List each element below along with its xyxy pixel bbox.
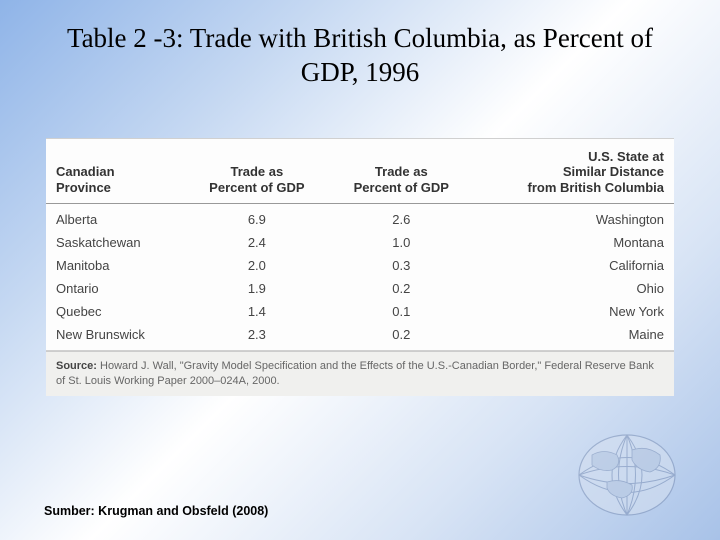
table-cell: Saskatchewan [46,231,185,254]
table-cell: Maine [474,323,674,350]
col-header-usstate: U.S. State atSimilar Distancefrom Britis… [474,139,674,204]
col-header-trade-2: Trade asPercent of GDP [329,139,473,204]
table-cell: Montana [474,231,674,254]
table-cell: 6.9 [185,204,329,232]
slide-title: Table 2 -3: Trade with British Columbia,… [0,0,720,100]
table-cell: Alberta [46,204,185,232]
table-cell: 0.3 [329,254,473,277]
source-text: Howard J. Wall, "Gravity Model Specifica… [56,360,654,387]
table-cell: Quebec [46,300,185,323]
col-header-province: CanadianProvince [46,139,185,204]
table-row: Manitoba2.00.3California [46,254,674,277]
table-header-row: CanadianProvince Trade asPercent of GDP … [46,139,674,204]
data-table-container: CanadianProvince Trade asPercent of GDP … [46,138,674,352]
table-cell: Ohio [474,277,674,300]
table-row: New Brunswick2.30.2Maine [46,323,674,350]
table-cell: Washington [474,204,674,232]
table-row: Saskatchewan2.41.0Montana [46,231,674,254]
table-cell: 2.3 [185,323,329,350]
globe-icon [562,420,682,520]
table-body: Alberta6.92.6WashingtonSaskatchewan2.41.… [46,204,674,351]
table-cell: 2.6 [329,204,473,232]
table-cell: New York [474,300,674,323]
col-header-trade-1: Trade asPercent of GDP [185,139,329,204]
table-cell: 1.9 [185,277,329,300]
table-cell: 1.4 [185,300,329,323]
table-cell: 2.0 [185,254,329,277]
table-cell: California [474,254,674,277]
footer-citation: Sumber: Krugman and Obsfeld (2008) [44,504,268,518]
table-row: Ontario1.90.2Ohio [46,277,674,300]
table-cell: 0.1 [329,300,473,323]
source-label: Source: [56,360,97,372]
table-cell: 0.2 [329,323,473,350]
table-row: Alberta6.92.6Washington [46,204,674,232]
table-cell: 0.2 [329,277,473,300]
table-cell: 1.0 [329,231,473,254]
table-cell: Manitoba [46,254,185,277]
table-cell: 2.4 [185,231,329,254]
source-note: Source: Howard J. Wall, "Gravity Model S… [46,351,674,396]
trade-table: CanadianProvince Trade asPercent of GDP … [46,139,674,351]
table-cell: New Brunswick [46,323,185,350]
table-cell: Ontario [46,277,185,300]
table-row: Quebec1.40.1New York [46,300,674,323]
